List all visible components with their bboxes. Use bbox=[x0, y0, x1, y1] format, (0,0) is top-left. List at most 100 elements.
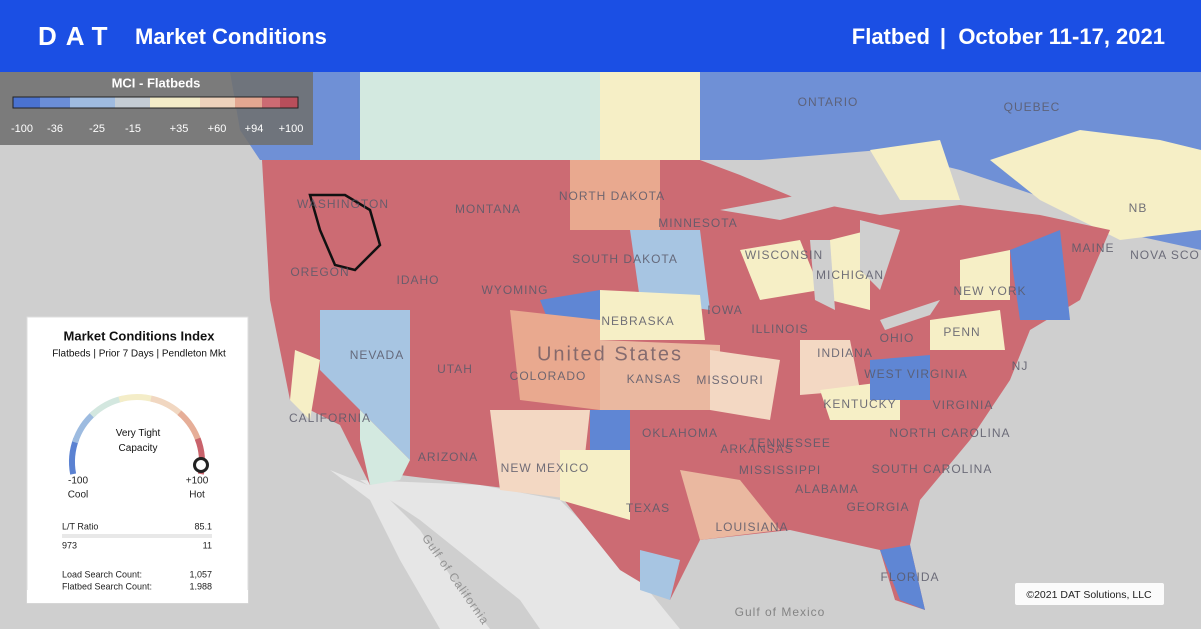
map-label: MISSISSIPPI bbox=[739, 463, 821, 477]
map-label: WEST VIRGINIA bbox=[864, 367, 967, 381]
lake-huron bbox=[860, 220, 900, 290]
map-label: IDAHO bbox=[396, 273, 439, 287]
pendleton-market[interactable] bbox=[308, 193, 382, 272]
ontario-south bbox=[870, 140, 960, 200]
map-label: VIRGINIA bbox=[933, 398, 994, 412]
missouri bbox=[710, 350, 780, 420]
map-label: KANSAS bbox=[627, 372, 682, 386]
copyright-box bbox=[1015, 583, 1164, 605]
header-title: Market Conditions bbox=[135, 24, 327, 49]
louisiana bbox=[680, 470, 780, 540]
gauge-needle bbox=[193, 457, 209, 473]
new-england bbox=[1010, 230, 1070, 320]
map-label: NORTH CAROLINA bbox=[889, 426, 1010, 440]
card-title: Market Conditions Index bbox=[64, 328, 216, 343]
map-label: SOUTH CAROLINA bbox=[872, 462, 993, 476]
west-virginia bbox=[870, 355, 930, 400]
legend-swatch bbox=[235, 97, 262, 108]
legend-swatch bbox=[70, 97, 115, 108]
map-label: NB bbox=[1129, 201, 1148, 215]
map-label: TEXAS bbox=[626, 501, 670, 515]
map-label: NOVA SCO bbox=[1130, 248, 1200, 262]
legend-tick-label: +94 bbox=[245, 123, 264, 135]
iowa-region bbox=[630, 230, 710, 310]
colorado bbox=[510, 310, 600, 410]
legend-tick-label: -36 bbox=[47, 123, 63, 135]
legend-swatch bbox=[280, 97, 298, 108]
gauge-min-value: -100 bbox=[68, 476, 88, 487]
equipment-type: Flatbed bbox=[852, 24, 930, 49]
truck-count: 11 bbox=[203, 540, 212, 550]
map-label: MICHIGAN bbox=[816, 268, 884, 282]
header-bar bbox=[0, 0, 1201, 72]
legend-tick-label: +60 bbox=[208, 123, 227, 135]
north-dakota bbox=[570, 160, 660, 230]
map-label: MONTANA bbox=[455, 202, 521, 216]
legend-swatch bbox=[115, 97, 150, 108]
map-label: COLORADO bbox=[510, 369, 587, 383]
indiana bbox=[800, 340, 860, 395]
nevada bbox=[320, 310, 410, 460]
nebraska bbox=[600, 290, 705, 340]
penn bbox=[930, 310, 1005, 350]
gauge bbox=[69, 394, 205, 475]
legend-swatch bbox=[200, 97, 235, 108]
map-label: OREGON bbox=[290, 265, 349, 279]
map-label: ONTARIO bbox=[798, 95, 859, 109]
load-search-value: 1,057 bbox=[189, 569, 212, 579]
legend-tick-label: -100 bbox=[11, 123, 33, 135]
map-label: MISSOURI bbox=[696, 373, 763, 387]
legend-tick-label: +35 bbox=[170, 123, 189, 135]
lt-ratio-label: L/T Ratio bbox=[62, 521, 98, 531]
gauge-label: Very Tight Capacity bbox=[116, 428, 161, 454]
legend-tick-label: -15 bbox=[125, 123, 141, 135]
legend-title: MCI - Flatbeds bbox=[112, 75, 201, 90]
map-label: QUEBEC bbox=[1004, 100, 1061, 114]
florida bbox=[880, 545, 925, 610]
legend-swatch bbox=[13, 97, 40, 108]
map-label: LOUISIANA bbox=[715, 520, 788, 534]
map-label: GEORGIA bbox=[846, 500, 909, 514]
map-label: SOUTH DAKOTA bbox=[572, 252, 678, 266]
map-label: NEW MEXICO bbox=[501, 461, 590, 475]
california-coast bbox=[290, 350, 320, 420]
map-label: OHIO bbox=[880, 331, 915, 345]
legend-swatch bbox=[40, 97, 70, 108]
map-label: FLORIDA bbox=[880, 570, 939, 584]
legend-swatch bbox=[150, 97, 200, 108]
flatbed-search-label: Flatbed Search Count: bbox=[62, 581, 152, 591]
card-fade bbox=[27, 590, 248, 603]
lake-superior bbox=[720, 195, 840, 220]
gauge-max-label: Hot bbox=[189, 490, 205, 501]
texas-west bbox=[560, 450, 630, 520]
legend-scale: -100 -36 -25 -15 +35 +60 +94 +100 bbox=[11, 97, 303, 135]
mexico bbox=[360, 480, 680, 629]
lt-ratio-value: 85.1 bbox=[194, 521, 212, 531]
map-label: United States bbox=[537, 343, 683, 365]
map-label: MAINE bbox=[1071, 241, 1114, 255]
map-label: ALABAMA bbox=[795, 482, 859, 496]
map-label: INDIANA bbox=[817, 346, 873, 360]
mci-card bbox=[26, 316, 249, 604]
legend-scale-border bbox=[12, 96, 299, 109]
kansas bbox=[600, 340, 720, 410]
separator: | bbox=[940, 24, 946, 49]
load-search-label: Load Search Count: bbox=[62, 569, 142, 579]
map-label: NEVADA bbox=[350, 348, 404, 362]
quebec-south bbox=[990, 130, 1201, 240]
map-label: WASHINGTON bbox=[297, 197, 389, 211]
map-label: NEW YORK bbox=[953, 284, 1026, 298]
load-count: 973 bbox=[62, 540, 77, 550]
map-label: WISCONSIN bbox=[745, 248, 823, 262]
map-label: ARIZONA bbox=[418, 450, 478, 464]
gauge-max-value: +100 bbox=[186, 476, 209, 487]
map-label: PENN bbox=[943, 325, 980, 339]
bc bbox=[360, 72, 480, 160]
map-label: NEBRASKA bbox=[601, 314, 674, 328]
copyright: ©2021 DAT Solutions, LLC bbox=[1026, 589, 1152, 601]
flatbed-search-value: 1,988 bbox=[189, 581, 212, 591]
wisconsin bbox=[740, 240, 820, 300]
gauge-segment bbox=[118, 394, 156, 403]
map-label: CALIFORNIA bbox=[289, 411, 371, 425]
